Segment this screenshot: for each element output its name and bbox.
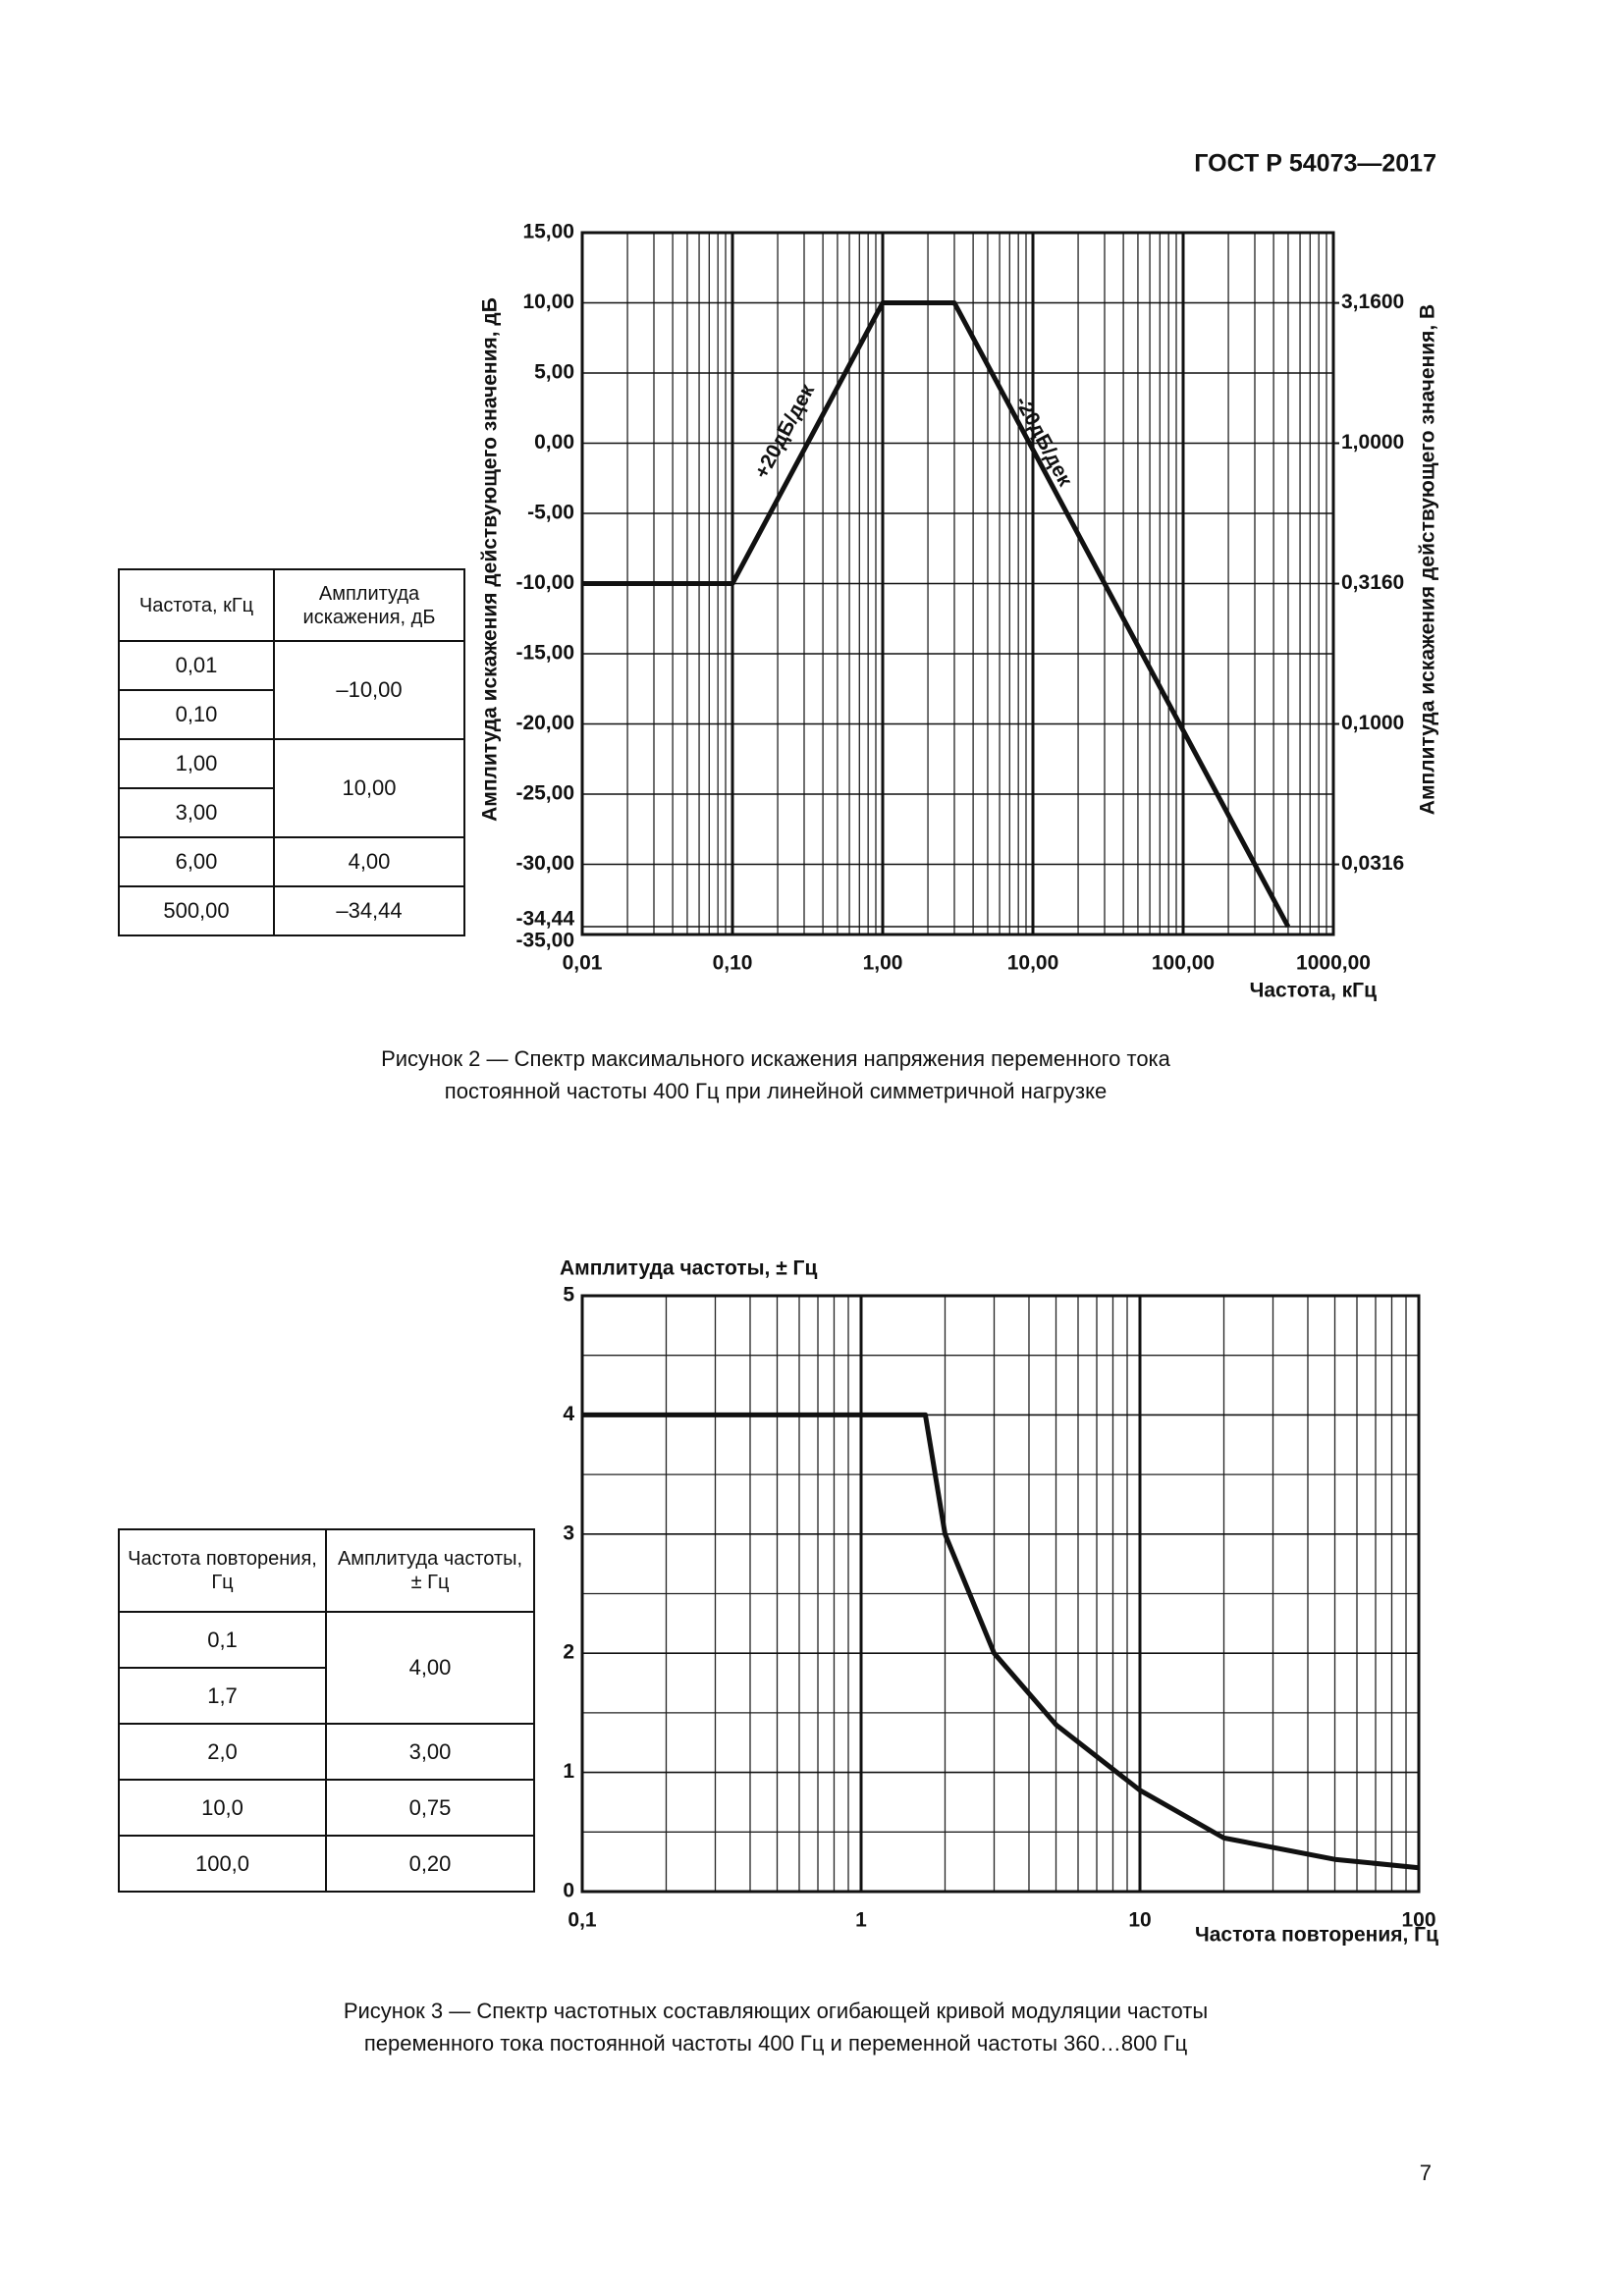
table-header-cell: Частота, кГц [118,568,275,642]
x-tick-label: 0,1 [568,1909,597,1932]
table-header-row: Частота повторения, Гц Амплитуда частоты,… [118,1528,535,1613]
y2-tick-label: 0,3160 [1341,571,1404,594]
y-tick-label: 1 [563,1760,574,1783]
page-number: 7 [1420,2161,1432,2185]
table-cell: 4,00 [273,836,465,887]
x-tick-label: 0,01 [563,952,603,975]
table-cell: 0,20 [325,1835,535,1893]
table-cell: 3,00 [118,787,275,838]
x-tick-label: 1 [855,1909,867,1932]
data-line [582,300,1291,929]
y-tick-label: -10,00 [515,571,574,594]
table-header-cell: Амплитуда частоты, ± Гц [325,1528,535,1613]
table-cell: 10,0 [118,1779,327,1837]
y-tick-label: 2 [563,1641,574,1664]
data-table: Частота повторения, Гц Амплитуда частоты,… [118,1528,535,1893]
y-tick-label: 0 [563,1880,574,1902]
x-tick-label: 1000,00 [1296,952,1371,975]
y-tick-label: 15,00 [522,221,574,243]
x-axis-label: Частота повторения, Гц [1195,1924,1438,1947]
table-row: 1,7 [118,1667,534,1725]
table-cell: 0,01 [118,640,275,691]
y2-axis-label: Амплитуда искажения действующего значени… [1417,304,1439,815]
y-axis-label: Амплитуда частоты, ± Гц [560,1257,817,1280]
caption: Рисунок 2 — Спектр максимального искажен… [381,1046,1171,1071]
table-row: 2,0 3,00 [118,1723,535,1781]
table-row: 3,00 [118,787,464,838]
y-tick-label: 5 [563,1284,574,1307]
y-tick-label: 3 [563,1522,574,1544]
caption: Рисунок 3 — Спектр частотных составляющи… [344,1999,1208,2023]
table-row: 6,00 4,00 [118,836,465,887]
table-cell: 0,1 [118,1611,327,1669]
y2-tick-label: 0,0316 [1341,852,1404,875]
x-tick-label: 10 [1128,1909,1151,1932]
y-tick-label: -25,00 [515,782,574,805]
caption: переменного тока постоянной частоты 400 … [364,2031,1188,2056]
y-tick-label: -35,00 [515,930,574,952]
table-cell: 4,00 [325,1611,535,1725]
y-tick-label: -20,00 [515,712,574,734]
table-cell: 10,00 [273,738,465,838]
y2-tick-label: 0,1000 [1341,712,1404,734]
table-header-cell: Амплитуда искажения, дБ [273,568,465,642]
table-row: 10,0 0,75 [118,1779,535,1837]
y-tick-label: -5,00 [527,502,574,524]
table-cell: 100,0 [118,1835,327,1893]
plot-frame [580,1294,1421,1894]
x-tick-label: 10,00 [1007,952,1059,975]
table-cell: 1,7 [118,1667,327,1725]
caption: постоянной частоты 400 Гц при линейной с… [445,1079,1107,1103]
table-row: 0,1 4,00 [118,1611,535,1725]
x-tick-label: 1,00 [863,952,903,975]
annotation: +20дБ/дек [750,380,819,482]
y-tick-label: -34,44 [515,908,574,931]
y-tick-label: 0,00 [534,431,574,454]
table-row: 0,01 –10,00 [118,640,465,740]
table-cell: –10,00 [273,640,465,740]
y2-tick-label: 3,1600 [1341,291,1404,313]
table-header-cell: Частота повторения, Гц [118,1528,327,1613]
table-cell: 0,75 [325,1779,535,1837]
y-tick-label: 4 [563,1403,574,1425]
table-cell: 3,00 [325,1723,535,1781]
table-cell: 6,00 [118,836,275,887]
table-row: 100,0 0,20 [118,1835,535,1893]
data-table: Частота, кГц Амплитуда искажения, дБ 0,01–… [118,568,465,936]
header: ГОСТ Р 54073—2017 [1194,150,1436,178]
y-tick-label: -15,00 [515,642,574,665]
table-cell: 2,0 [118,1723,327,1781]
annotation: -20дБ/дек [1010,393,1077,491]
data-line [582,1412,1420,1871]
x-tick-label: 0,10 [713,952,753,975]
y2-tick-label: 1,0000 [1341,431,1404,454]
table-cell: 500,00 [118,885,275,936]
table-row: 500,00 –34,44 [118,885,465,936]
table-cell: –34,44 [273,885,465,936]
x-tick-label: 100,00 [1152,952,1215,975]
y-tick-label: 5,00 [534,361,574,384]
x-tick-label: 100 [1401,1909,1435,1932]
table-cell: 1,00 [118,738,275,789]
y-tick-label: 10,00 [522,291,574,313]
table-header-row: Частота, кГц Амплитуда искажения, дБ [118,568,465,642]
y-tick-label: -30,00 [515,852,574,875]
table-row: 1,00 10,00 [118,738,465,838]
table-cell: 0,10 [118,689,275,740]
y-axis-label: Амплитуда искажения действующего значени… [479,297,502,822]
x-axis-label: Частота, кГц [1250,980,1377,1002]
table-row: 0,10 [118,689,464,740]
